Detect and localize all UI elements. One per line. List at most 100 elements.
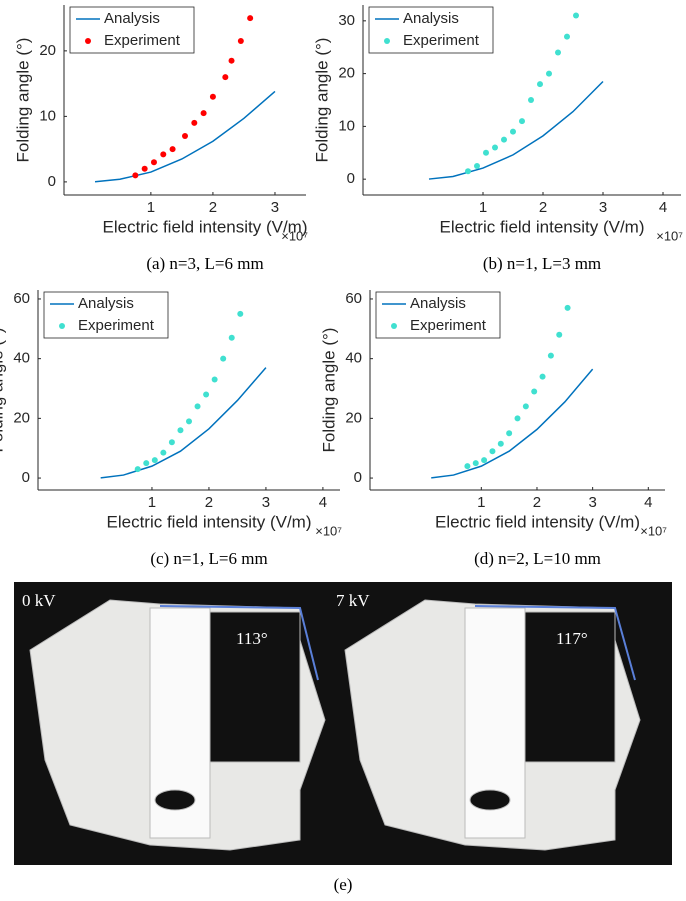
experiment-point bbox=[209, 93, 216, 100]
experiment-point bbox=[191, 119, 198, 126]
legend-label: Analysis bbox=[104, 10, 160, 27]
experiment-point bbox=[200, 110, 207, 117]
caption: (d) n=2, L=10 mm bbox=[474, 549, 601, 568]
experiment-point bbox=[489, 448, 496, 455]
x-tick-label: 1 bbox=[479, 199, 487, 216]
legend-label: Experiment bbox=[78, 317, 155, 334]
legend-swatch bbox=[59, 323, 65, 329]
legend-label: Analysis bbox=[78, 295, 134, 312]
experiment-point bbox=[237, 310, 244, 317]
experiment-point bbox=[186, 418, 192, 425]
legend-label: Experiment bbox=[104, 32, 181, 49]
experiment-point bbox=[539, 373, 546, 380]
experiment-point bbox=[228, 334, 235, 341]
x-tick-label: 4 bbox=[644, 494, 652, 511]
x-tick-label: 2 bbox=[205, 494, 213, 511]
experiment-point bbox=[141, 165, 148, 172]
y-tick-label: 40 bbox=[345, 350, 362, 367]
x-axis-label: Electric field intensity (V/m) bbox=[103, 217, 308, 236]
y-axis-label: Folding angle (°) bbox=[13, 38, 32, 163]
x-axis-label: Electric field intensity (V/m) bbox=[440, 217, 645, 236]
experiment-point bbox=[547, 352, 554, 359]
photo-caption: (e) bbox=[334, 875, 353, 894]
analysis-line bbox=[100, 367, 267, 479]
experiment-point bbox=[134, 466, 141, 473]
experiment-point bbox=[537, 81, 543, 88]
x-tick-label: 4 bbox=[319, 494, 327, 511]
experiment-point bbox=[522, 403, 529, 410]
y-tick-label: 0 bbox=[22, 469, 30, 486]
analysis-line bbox=[431, 368, 594, 479]
x-tick-label: 3 bbox=[588, 494, 596, 511]
experiment-point bbox=[555, 49, 561, 56]
legend-box bbox=[368, 6, 494, 54]
y-tick-label: 60 bbox=[345, 290, 362, 307]
experiment-point bbox=[222, 74, 229, 81]
legend-label: Experiment bbox=[410, 317, 487, 334]
experiment-point bbox=[182, 133, 188, 140]
chart: 1 2 3 0 10 20 Electric field intensity (V/m)×1… bbox=[13, 5, 308, 273]
experiment-point bbox=[237, 38, 244, 45]
caption: (c) n=1, L=6 mm bbox=[150, 549, 267, 568]
legend-label: Analysis bbox=[410, 295, 466, 312]
experiment-point bbox=[497, 440, 504, 447]
experiment-point bbox=[151, 457, 158, 464]
y-tick-label: 0 bbox=[48, 173, 56, 190]
experiment-point bbox=[220, 355, 227, 362]
experiment-point bbox=[564, 33, 570, 40]
x-tick-label: 4 bbox=[659, 199, 667, 216]
y-tick-label: 40 bbox=[13, 350, 30, 367]
angle-label: 117° bbox=[556, 629, 588, 648]
x-tick-label: 1 bbox=[477, 494, 485, 511]
experiment-point bbox=[556, 331, 563, 338]
experiment-point bbox=[194, 403, 201, 410]
legend-swatch bbox=[85, 38, 91, 44]
legend-box bbox=[43, 291, 169, 339]
x-tick-label: 3 bbox=[599, 199, 607, 216]
experiment-point bbox=[481, 457, 488, 464]
experiment-point bbox=[573, 12, 579, 19]
y-tick-label: 10 bbox=[338, 117, 355, 134]
x-tick-label: 1 bbox=[147, 199, 155, 216]
chart: 1 2 3 4 0 10 20 30 Electric field intensity (V/m… bbox=[312, 5, 683, 273]
experiment-point bbox=[132, 172, 139, 179]
voltage-label: 7 kV bbox=[336, 591, 370, 610]
y-tick-label: 0 bbox=[347, 170, 355, 187]
x-exponent: ×10⁷ bbox=[656, 228, 683, 243]
experiment-point bbox=[501, 136, 507, 143]
y-tick-label: 20 bbox=[39, 42, 56, 59]
y-axis-label: Folding angle (°) bbox=[319, 328, 338, 453]
experiment-point bbox=[492, 144, 498, 151]
caption: (b) n=1, L=3 mm bbox=[483, 254, 601, 273]
analysis-line bbox=[428, 80, 604, 180]
experiment-point bbox=[211, 376, 218, 383]
y-axis-label: Folding angle (°) bbox=[312, 38, 331, 163]
analysis-line bbox=[94, 90, 276, 183]
experiment-point bbox=[474, 162, 480, 169]
experiment-point bbox=[564, 304, 571, 311]
experiment-point bbox=[168, 439, 175, 446]
experiment-point bbox=[472, 460, 479, 467]
y-tick-label: 10 bbox=[39, 107, 56, 124]
experiment-point bbox=[531, 388, 538, 395]
x-exponent: ×10⁷ bbox=[315, 523, 342, 538]
experiment-point bbox=[228, 57, 235, 64]
x-tick-label: 2 bbox=[539, 199, 547, 216]
y-tick-label: 20 bbox=[13, 409, 30, 426]
experiment-point bbox=[519, 118, 525, 125]
experiment-point bbox=[150, 159, 157, 166]
experiment-point bbox=[247, 15, 254, 22]
y-tick-label: 60 bbox=[13, 290, 30, 307]
caption: (a) n=3, L=6 mm bbox=[146, 254, 263, 273]
experiment-point bbox=[464, 463, 471, 470]
experiment-point bbox=[546, 70, 552, 77]
experiment-point bbox=[143, 460, 150, 467]
experiment-point bbox=[514, 415, 521, 422]
photo-panel-left bbox=[29, 599, 326, 851]
y-tick-label: 0 bbox=[354, 469, 362, 486]
legend-label: Analysis bbox=[403, 10, 459, 27]
x-tick-label: 1 bbox=[148, 494, 156, 511]
